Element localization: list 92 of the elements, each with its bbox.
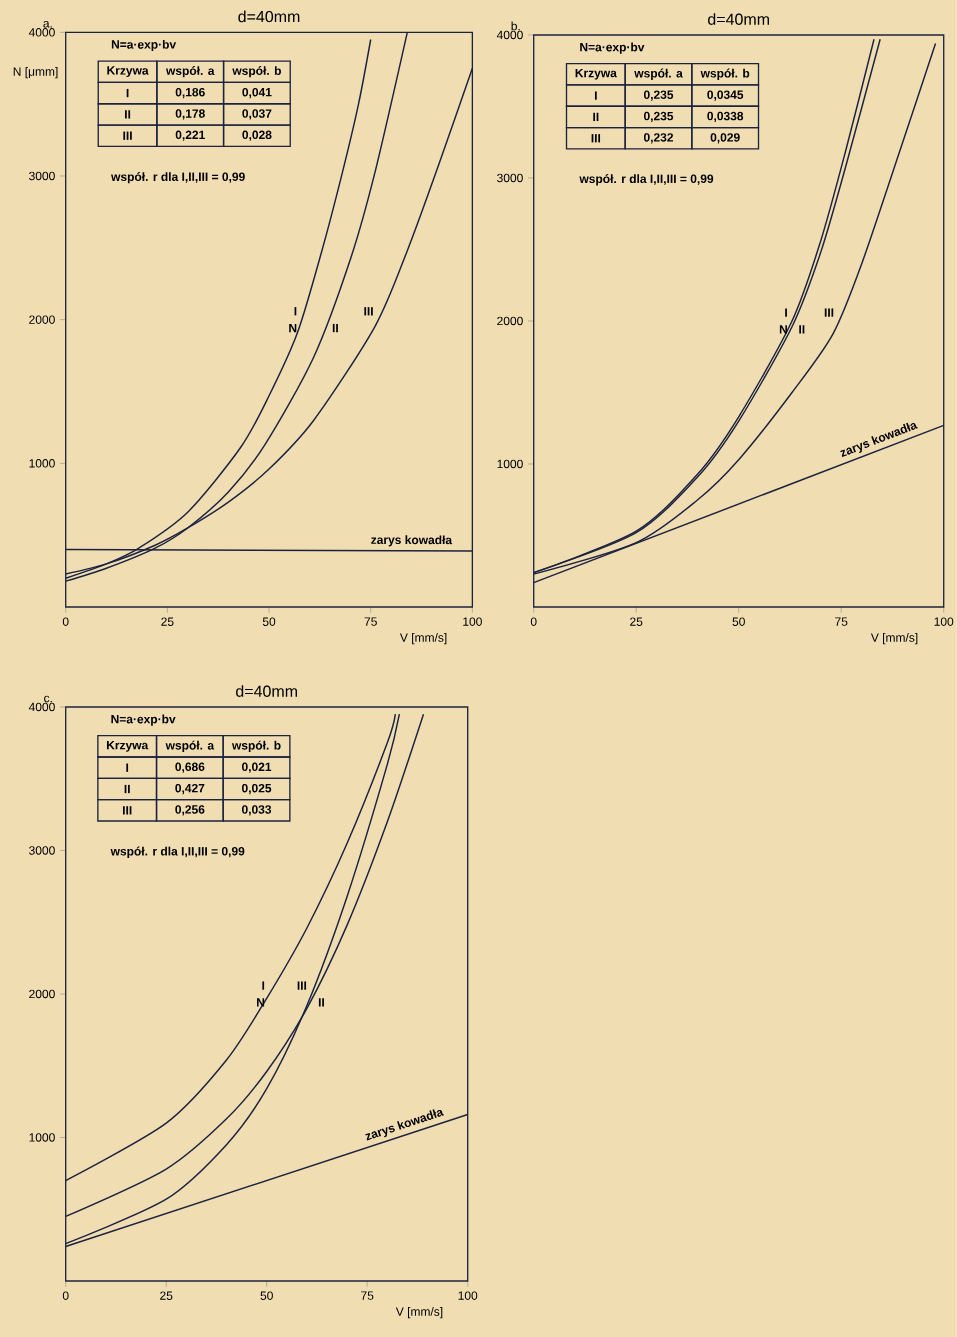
y-tick-label: 3000: [497, 173, 523, 183]
series-label: II: [319, 998, 325, 1007]
annotation: 0,235: [644, 90, 674, 101]
annotation: 0,178: [175, 109, 206, 120]
x-tick-label: 75: [835, 617, 848, 626]
y-tick-label: 3000: [29, 846, 55, 855]
annotation: N=a·exp·bv: [111, 714, 176, 726]
x-tick-label: 25: [630, 617, 643, 626]
annotation: 0,041: [242, 87, 272, 99]
chart-title: d=40mm: [236, 685, 298, 697]
series-label: II: [799, 325, 805, 334]
annotation: 0,221: [175, 130, 206, 141]
annotation: 0,028: [242, 130, 272, 141]
annotation: I: [126, 88, 129, 98]
annotation: 0,256: [175, 805, 205, 816]
text: b.: [511, 21, 520, 31]
series-label: I: [262, 981, 265, 990]
y-tick-label: 1000: [29, 1133, 55, 1142]
annotation: III: [591, 134, 601, 143]
x-tick-label: 100: [934, 617, 954, 626]
x-tick-label: 75: [364, 617, 378, 626]
annotation: 0,186: [175, 87, 205, 99]
annotation: II: [124, 784, 130, 794]
annotation: 0,686: [175, 762, 205, 773]
x-tick-label: 100: [458, 1291, 478, 1300]
annotation: N: [780, 325, 788, 334]
annotation: 0,427: [175, 783, 205, 795]
annotation: 0,0338: [707, 111, 744, 123]
annotation: 0,029: [710, 133, 740, 144]
series-label: zarys kowadła: [371, 535, 453, 547]
annotation: I: [126, 763, 129, 772]
annotation: Krzywa: [107, 740, 149, 752]
annotation: współ. a: [166, 66, 215, 78]
annotation: N: [289, 323, 297, 333]
y-tick-label: 2000: [29, 989, 55, 999]
annotation: współ. r dla I,II,III = 0,99: [579, 174, 714, 186]
annotation: 0,232: [644, 133, 674, 144]
x-tick-label: 100: [463, 617, 483, 626]
series-label: III: [297, 981, 307, 990]
series-label: I: [785, 308, 788, 317]
series-label: II: [332, 323, 339, 333]
annotation: N=a·exp·bv: [580, 42, 645, 54]
x-tick-label: 25: [160, 1291, 173, 1300]
chart-title: d=40mm: [708, 13, 770, 25]
x-tick-label: 0: [530, 617, 537, 626]
annotation: I: [595, 91, 597, 100]
annotation: 0,025: [242, 783, 272, 795]
y-tick-label: 4000: [29, 702, 55, 712]
annotation: współ. b: [232, 66, 282, 78]
x-axis-title: V [mm/s]: [400, 633, 447, 645]
annotation: N=a·exp·bv: [112, 39, 177, 52]
annotation: Krzywa: [575, 68, 618, 80]
x-tick-label: 0: [62, 1291, 69, 1300]
annotation: współ. r dla I,II,III = 0,99: [111, 172, 245, 184]
annotation: 0,037: [242, 109, 272, 120]
chart-title: d=40mm: [238, 10, 300, 23]
x-tick-label: 75: [361, 1291, 374, 1300]
annotation: współ. a: [165, 740, 215, 752]
y-tick-label: 3000: [29, 171, 55, 181]
x-tick-label: 50: [260, 1291, 274, 1300]
y-tick-label: 4000: [497, 30, 523, 40]
annotation: współ. r dla I,II,III = 0,99: [110, 846, 245, 858]
annotation: współ. b: [232, 740, 281, 752]
annotation: 0,0345: [707, 90, 744, 101]
y-tick-label: 1000: [497, 459, 523, 469]
y-tick-label: 1000: [29, 459, 55, 468]
x-tick-label: 50: [732, 617, 746, 626]
y-tick-label: 2000: [497, 316, 523, 326]
annotation: II: [125, 110, 131, 119]
y-tick-label: 2000: [29, 315, 55, 324]
annotation: II: [593, 112, 599, 122]
annotation: 0,021: [242, 762, 272, 773]
text: a.: [43, 21, 52, 28]
series-label: III: [364, 307, 373, 316]
text: c.: [44, 695, 52, 703]
annotation: Krzywa: [107, 66, 149, 78]
annotation: 0,033: [242, 805, 272, 816]
x-axis-title: V [mm/s]: [396, 1307, 443, 1319]
y-axis-title: N [μmm]: [13, 66, 58, 79]
annotation: współ. a: [634, 68, 683, 80]
series-label: III: [824, 308, 834, 317]
annotation: III: [123, 806, 132, 815]
x-tick-label: 50: [262, 617, 276, 626]
annotation: N: [257, 998, 265, 1007]
y-tick-label: 4000: [29, 28, 55, 37]
annotation: współ. b: [700, 68, 750, 80]
x-tick-label: 25: [161, 617, 174, 626]
series-label: I: [294, 307, 297, 316]
x-tick-label: 0: [62, 617, 69, 626]
annotation: III: [123, 131, 132, 140]
annotation: 0,235: [644, 111, 674, 123]
x-axis-title: V [mm/s]: [871, 633, 918, 645]
